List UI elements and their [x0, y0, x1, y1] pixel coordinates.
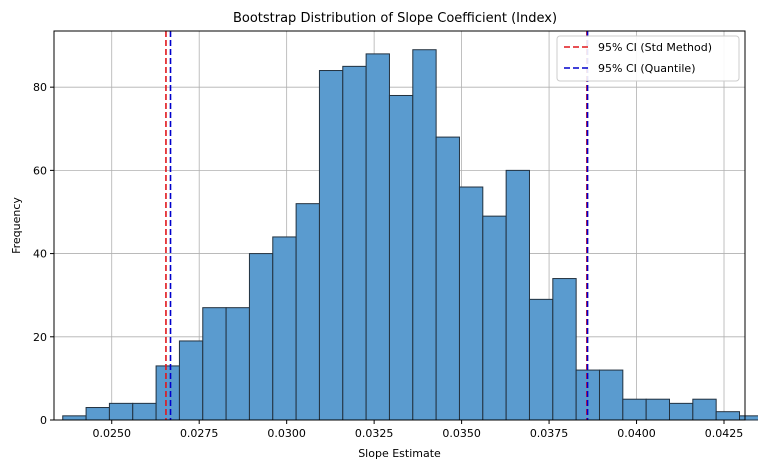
histogram-bar	[272, 236, 297, 421]
plot-frame	[53, 30, 746, 421]
chart-title: Bootstrap Distribution of Slope Coeffici…	[233, 11, 557, 26]
x-tick-label: 0.0400	[617, 427, 656, 440]
histogram-bar	[342, 65, 367, 421]
histogram-bar	[552, 278, 577, 421]
legend-label-quantile: 95% CI (Quantile)	[598, 62, 696, 75]
y-axis-ticks: 0 20 40 60 80	[33, 81, 54, 427]
histogram-bar	[458, 186, 484, 421]
y-axis-title: Frequency	[10, 197, 23, 254]
histogram-bar	[132, 402, 157, 421]
histogram-bar	[85, 407, 110, 421]
histogram-bar	[435, 136, 460, 421]
histogram-bar	[482, 215, 507, 421]
histogram-bar	[62, 415, 87, 421]
histogram-bar	[318, 70, 344, 421]
legend-label-std-method: 95% CI (Std Method)	[598, 41, 712, 54]
histogram-bar	[528, 298, 554, 421]
histogram-bar	[178, 340, 204, 421]
x-axis-ticks: 0.0250 0.0275 0.0300 0.0325 0.0350 0.0375 0.04…	[92, 420, 743, 440]
histogram-bar	[412, 49, 437, 421]
x-tick-label: 0.0275	[180, 427, 219, 440]
x-tick-label: 0.0375	[530, 427, 569, 440]
x-tick-label: 0.0350	[442, 427, 481, 440]
histogram-bar	[155, 365, 180, 421]
legend-box	[556, 35, 740, 82]
x-tick-label: 0.0425	[705, 427, 744, 440]
histogram-bar	[248, 253, 274, 421]
y-tick-label: 20	[33, 331, 47, 344]
histogram-bar	[365, 53, 390, 421]
legend: 95% CI (Std Method) 95% CI (Quantile)	[556, 35, 740, 82]
confidence-interval-lines	[165, 31, 589, 420]
histogram-bar	[598, 369, 624, 421]
histogram-bar	[645, 398, 670, 421]
y-tick-label: 40	[33, 248, 47, 261]
x-axis-title: Slope Estimate	[358, 447, 441, 460]
histogram-bar	[668, 402, 694, 421]
histogram-bar	[622, 398, 647, 421]
histogram-bar	[202, 307, 227, 421]
histogram-bar	[108, 402, 134, 421]
histogram-bar	[505, 169, 530, 421]
y-tick-label: 0	[40, 414, 47, 427]
histogram-bar	[388, 94, 414, 421]
histogram-bar	[739, 415, 758, 421]
x-tick-label: 0.0250	[92, 427, 131, 440]
y-tick-label: 80	[33, 81, 47, 94]
histogram-bars	[62, 49, 758, 421]
histogram-bar	[225, 307, 250, 421]
x-tick-label: 0.0325	[355, 427, 394, 440]
histogram-bar	[295, 203, 320, 421]
x-tick-label: 0.0300	[267, 427, 306, 440]
histogram-bar	[692, 398, 717, 421]
y-tick-label: 60	[33, 164, 47, 177]
histogram-bar	[715, 411, 741, 421]
